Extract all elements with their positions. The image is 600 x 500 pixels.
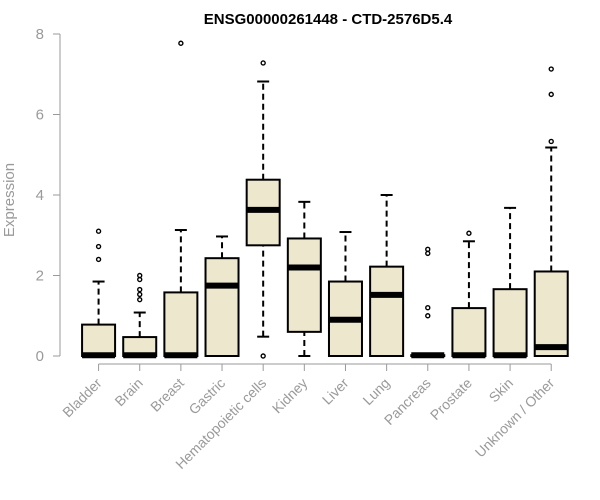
x-tick-label: Bladder: [59, 375, 105, 421]
x-tick-label: Liver: [319, 375, 352, 408]
outlier-point: [95, 243, 102, 250]
outlier-point: [137, 272, 143, 279]
box-iqr: [204, 257, 240, 358]
x-tick-label: Lung: [359, 375, 392, 408]
box-lung: [369, 194, 405, 357]
outlier-point: [137, 286, 143, 293]
outlier-point: [95, 228, 102, 234]
box-prostate: [451, 230, 487, 359]
outlier-point: [178, 40, 184, 46]
box-iqr: [492, 288, 528, 357]
outlier-point: [425, 305, 431, 311]
outlier-point: [466, 230, 472, 236]
box-iqr: [81, 323, 117, 358]
outlier-point: [425, 313, 431, 319]
outlier-point: [95, 256, 102, 263]
box-skin: [492, 206, 528, 359]
y-tick-label: 8: [36, 26, 44, 43]
chart-title: ENSG00000261448 - CTD-2576D5.4: [204, 11, 453, 28]
box-kidney: [286, 200, 322, 357]
box-iqr: [369, 265, 405, 357]
x-tick-label: Brain: [111, 375, 145, 409]
box-unknown-other: [533, 66, 569, 358]
x-tick-label: Kidney: [269, 375, 311, 417]
outlier-point: [260, 353, 266, 359]
outlier-point: [137, 296, 143, 303]
box-iqr: [451, 307, 487, 358]
outlier-point: [548, 66, 554, 72]
y-tick-label: 6: [36, 107, 44, 124]
x-tick-label: Breast: [147, 375, 187, 415]
box-iqr: [533, 270, 569, 358]
box-gastric: [204, 235, 240, 358]
y-axis-label: Expression: [1, 163, 18, 237]
box-pancreas: [410, 246, 446, 359]
box-brain: [122, 272, 158, 359]
outlier-point: [425, 246, 431, 253]
outlier-point: [137, 291, 143, 298]
outlier-point: [548, 138, 554, 145]
plot-area: [81, 40, 569, 359]
box-iqr: [163, 291, 199, 357]
box-hematopoietic-cells: [245, 60, 281, 359]
box-iqr: [286, 237, 322, 333]
x-tick-label: Prostate: [427, 375, 475, 423]
box-liver: [327, 231, 363, 358]
x-tick-label: Skin: [486, 375, 517, 406]
box-breast: [163, 40, 199, 359]
y-tick-label: 4: [36, 187, 44, 204]
y-axis: 0 2 4 6 8: [36, 26, 61, 365]
y-tick-label: 2: [36, 268, 44, 285]
outlier-point: [260, 60, 266, 66]
outlier-point: [548, 91, 554, 98]
y-tick-label: 0: [36, 348, 44, 365]
box-bladder: [81, 228, 117, 359]
